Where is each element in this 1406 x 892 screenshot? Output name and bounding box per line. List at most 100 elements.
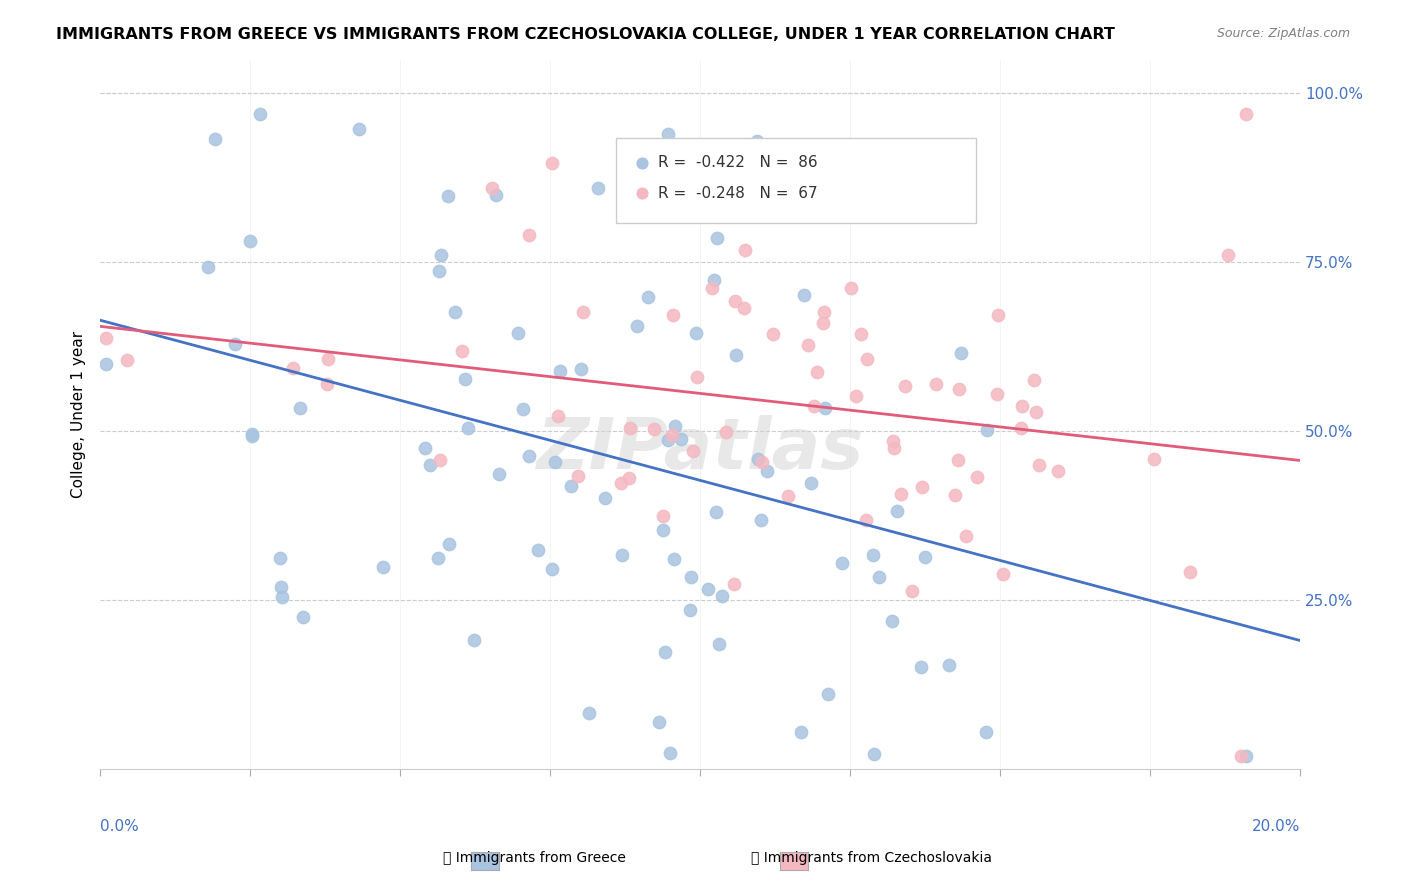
Point — [612, 548, 634, 562]
Point — [704, 504, 727, 518]
Point — [1046, 465, 1069, 479]
Point — [868, 570, 890, 584]
Point — [1234, 106, 1257, 120]
Point — [637, 290, 659, 304]
Point — [451, 344, 474, 359]
Point — [569, 362, 592, 376]
Point — [544, 455, 567, 469]
Point — [1011, 399, 1033, 413]
Point — [371, 559, 394, 574]
Point — [806, 365, 828, 379]
Point — [239, 234, 262, 248]
Point — [657, 127, 679, 141]
Point — [883, 441, 905, 455]
Point — [610, 475, 633, 490]
FancyBboxPatch shape — [616, 137, 976, 223]
Point — [619, 420, 641, 434]
Point — [716, 425, 738, 439]
Y-axis label: College, Under 1 year: College, Under 1 year — [72, 331, 86, 498]
Point — [204, 132, 226, 146]
Point — [797, 337, 820, 351]
Point — [224, 337, 246, 351]
Point — [593, 491, 616, 505]
Point — [664, 551, 686, 566]
Point — [911, 480, 934, 494]
Point — [94, 331, 117, 345]
Point — [437, 537, 460, 551]
Point — [862, 548, 884, 562]
Text: 20.0%: 20.0% — [1251, 819, 1301, 834]
Point — [541, 562, 564, 576]
Point — [517, 228, 540, 243]
Point — [813, 305, 835, 319]
Point — [1216, 248, 1239, 262]
Point — [755, 464, 778, 478]
Point — [986, 308, 1008, 322]
Point — [886, 504, 908, 518]
Point — [685, 326, 707, 340]
Point — [291, 610, 314, 624]
Point — [488, 467, 510, 481]
Point — [831, 556, 853, 570]
Point — [429, 264, 451, 278]
Point — [654, 645, 676, 659]
Point — [793, 288, 815, 302]
Point — [803, 399, 825, 413]
Text: IMMIGRANTS FROM GREECE VS IMMIGRANTS FROM CZECHOSLOVAKIA COLLEGE, UNDER 1 YEAR C: IMMIGRANTS FROM GREECE VS IMMIGRANTS FRO… — [56, 27, 1115, 42]
Text: ZIPatlas: ZIPatlas — [536, 416, 863, 484]
Point — [882, 434, 904, 448]
Point — [94, 357, 117, 371]
Point — [269, 550, 291, 565]
Point — [560, 479, 582, 493]
Point — [1234, 748, 1257, 763]
Point — [894, 379, 917, 393]
Point — [659, 746, 682, 760]
Point — [679, 603, 702, 617]
Point — [682, 444, 704, 458]
Point — [240, 426, 263, 441]
Point — [974, 724, 997, 739]
Point — [761, 327, 783, 342]
Point — [938, 657, 960, 672]
Point — [651, 523, 673, 537]
Point — [855, 513, 877, 527]
Point — [117, 352, 139, 367]
Point — [652, 509, 675, 524]
Point — [454, 371, 477, 385]
Point — [910, 660, 932, 674]
Point — [955, 529, 977, 543]
Point — [817, 687, 839, 701]
Point — [811, 316, 834, 330]
Point — [648, 714, 671, 729]
Point — [270, 581, 292, 595]
Point — [1025, 405, 1047, 419]
Point — [427, 550, 450, 565]
Point — [517, 449, 540, 463]
Text: R =  -0.422   N =  86: R = -0.422 N = 86 — [658, 155, 818, 170]
Point — [547, 409, 569, 423]
Point — [661, 428, 683, 442]
Point — [548, 363, 571, 377]
Text: 0.0%: 0.0% — [100, 819, 139, 834]
Point — [800, 476, 823, 491]
Point — [749, 513, 772, 527]
Point — [527, 542, 550, 557]
Point — [270, 590, 292, 604]
Point — [710, 589, 733, 603]
Point — [1010, 421, 1032, 435]
Point — [664, 418, 686, 433]
Point — [890, 486, 912, 500]
Point — [893, 187, 915, 202]
Point — [839, 281, 862, 295]
Point — [586, 180, 609, 194]
Point — [734, 244, 756, 258]
Point — [249, 106, 271, 120]
Point — [669, 432, 692, 446]
Point — [949, 346, 972, 360]
Text: Source: ZipAtlas.com: Source: ZipAtlas.com — [1216, 27, 1350, 40]
Point — [644, 189, 666, 203]
Text: ⬜ Immigrants from Greece: ⬜ Immigrants from Greece — [443, 851, 626, 865]
Point — [429, 453, 451, 467]
Point — [880, 615, 903, 629]
Point — [1143, 451, 1166, 466]
